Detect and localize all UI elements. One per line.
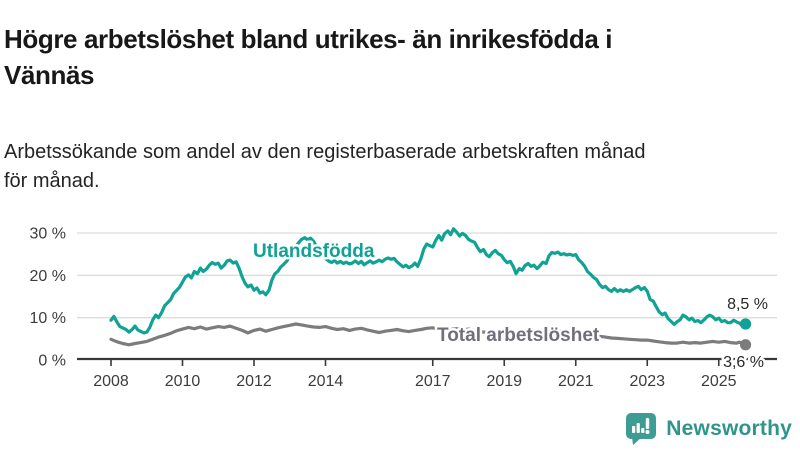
chart-subtitle: Arbetssökande som andel av den registerb…	[4, 138, 796, 196]
logo-text: Newsworthy	[666, 417, 792, 440]
x-tick-label: 2025	[701, 373, 737, 390]
subtitle-line-1: Arbetssökande som andel av den registerb…	[4, 141, 646, 163]
series-end-dot-0	[739, 318, 752, 330]
end-value-label-utlandsfodda: 8,5 %	[727, 296, 768, 313]
x-tick-label: 2019	[486, 373, 522, 390]
end-value-label-total: 3,6 %	[723, 354, 764, 371]
x-tick-label: 2023	[629, 373, 665, 390]
y-axis-labels: 0 % 10 % 20 % 30 %	[30, 226, 66, 370]
subtitle-line-2: för månad.	[4, 170, 100, 192]
series-label-total-arbetsloshet: Total arbetslöshet	[437, 325, 600, 346]
y-tick-label: 10 %	[30, 310, 66, 327]
x-tick-label: 2012	[236, 373, 272, 390]
newsworthy-logo[interactable]: Newsworthy	[625, 412, 792, 446]
bar-chart-speech-bubble-icon	[626, 413, 657, 445]
series-end-dots	[739, 318, 752, 351]
x-axis-ticks	[110, 359, 720, 366]
series-lines	[109, 227, 748, 347]
x-tick-label: 2014	[308, 373, 344, 390]
series-line-1	[109, 322, 748, 347]
series-end-dot-1	[739, 339, 752, 351]
series-label-utlandsfodda: Utlandsfödda	[253, 241, 375, 262]
title-line-2: Vännäs	[4, 60, 95, 91]
page-title: Högre arbetslöshet bland utrikes- än inr…	[4, 21, 796, 93]
x-tick-label: 2008	[93, 373, 129, 390]
y-tick-label: 20 %	[30, 268, 66, 285]
y-tick-label: 0 %	[38, 353, 66, 370]
series-line-0	[109, 227, 748, 335]
y-tick-label: 30 %	[30, 226, 66, 243]
x-tick-label: 2010	[165, 373, 201, 390]
x-tick-label: 2017	[415, 373, 451, 390]
x-tick-label: 2021	[558, 373, 594, 390]
title-line-1: Högre arbetslöshet bland utrikes- än inr…	[4, 24, 613, 55]
x-axis-tick-labels: 2008 2010 2012 2014 2017 2019 2021 2023 2025	[93, 373, 736, 390]
